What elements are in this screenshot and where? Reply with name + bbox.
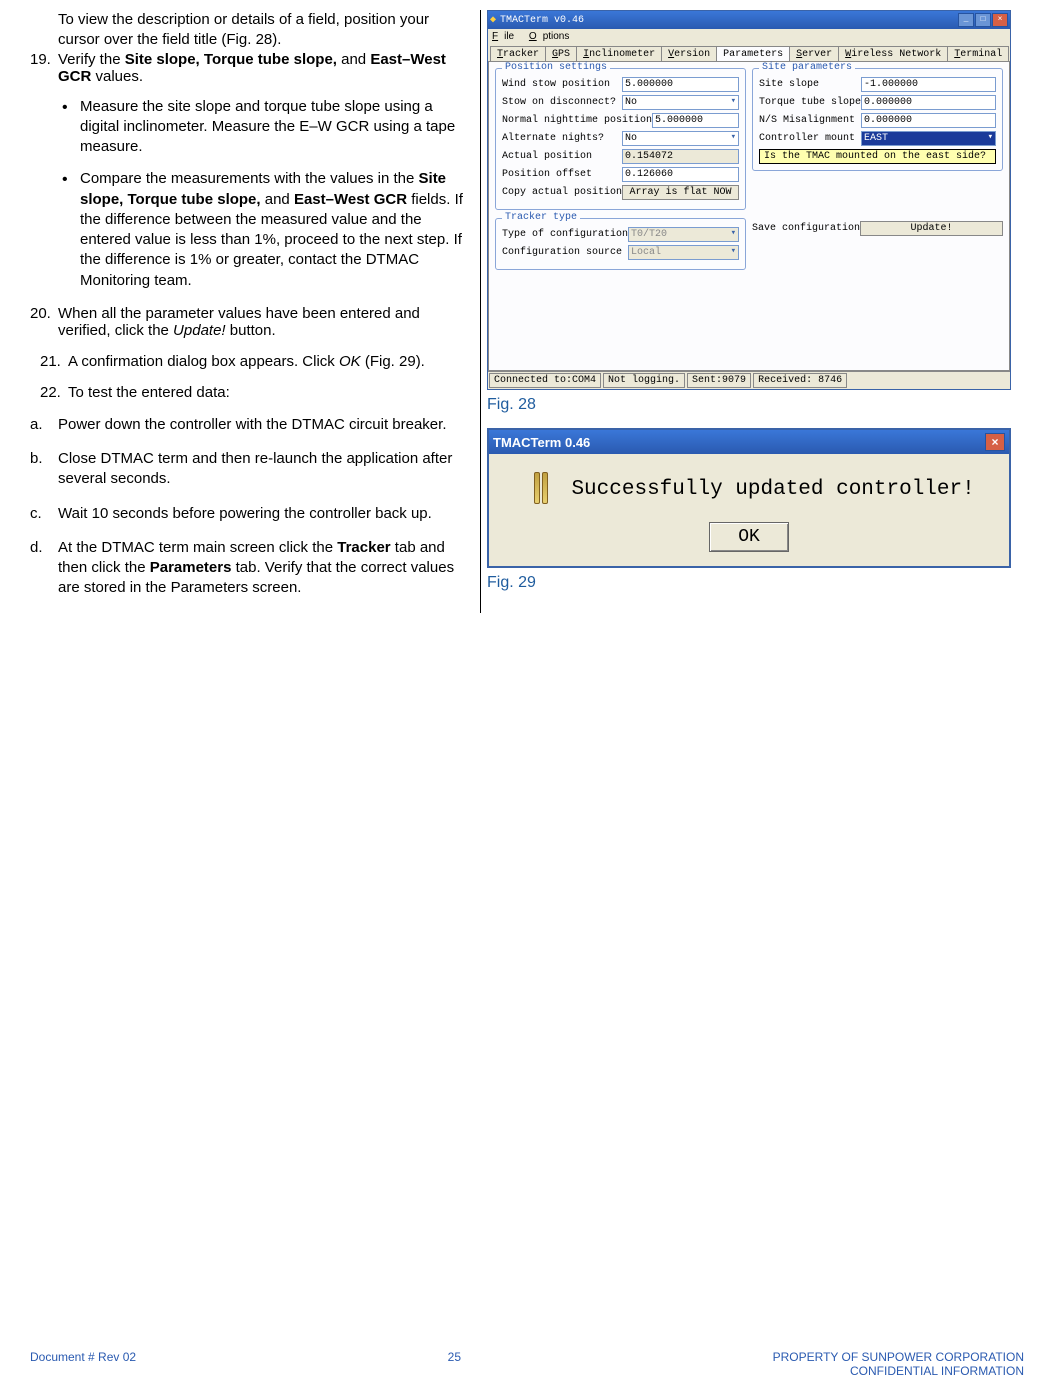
tab-version[interactable]: Version [661,46,717,61]
bullet: Measure the site slope and torque tube s… [80,97,470,158]
menu-file[interactable]: File [492,31,520,42]
close-button[interactable]: × [985,433,1005,451]
step-22: 22. To test the entered data: [40,384,470,401]
titlebar: ◆ TMACTerm v0.46 _ □ × [488,11,1010,29]
nighttime-input[interactable]: 5.000000 [652,113,739,128]
step-b: b.Close DTMAC term and then re-launch th… [30,449,470,490]
info-icon [523,472,559,508]
torque-tube-input[interactable]: 0.000000 [861,95,996,110]
step-21: 21. A confirmation dialog box appears. C… [40,353,470,370]
footer-center: 25 [136,1350,773,1378]
status-log: Not logging. [603,373,685,388]
status-recv: Received: 8746 [753,373,847,388]
offset-input[interactable]: 0.126060 [622,167,739,182]
fig29-caption: Fig. 29 [487,574,1010,592]
dialog-message: Successfully updated controller! [571,478,974,501]
step-number: 22. [40,384,61,401]
step-a: a.Power down the controller with the DTM… [30,415,470,435]
menu-options[interactable]: Options [529,31,575,42]
copy-position-button[interactable]: Array is flat NOW [622,185,739,200]
step-d: d. At the DTMAC term main screen click t… [30,538,470,599]
tab-gps[interactable]: GPS [545,46,577,61]
config-source: Local [628,245,739,260]
update-button[interactable]: Update! [860,221,1003,236]
wind-stow-input[interactable]: 5.000000 [622,77,739,92]
alternate-select[interactable]: No [622,131,739,146]
titlebar: TMACTerm 0.46 × [489,430,1009,454]
tmacterm-window: ◆ TMACTerm v0.46 _ □ × File Options Trac… [487,10,1011,390]
close-button[interactable]: × [992,13,1008,27]
step-number: 21. [40,353,61,370]
tab-inclinometer[interactable]: Inclinometer [576,46,662,61]
bullet: Compare the measurements with the values… [80,169,470,291]
tab-wireless[interactable]: Wireless Network [838,46,948,61]
window-title: TMACTerm v0.46 [500,15,584,26]
minimize-button[interactable]: _ [958,13,974,27]
tab-server[interactable]: Server [789,46,839,61]
maximize-button[interactable]: □ [975,13,991,27]
status-conn: Connected to:COM4 [489,373,601,388]
app-icon: ◆ [490,14,496,26]
footer-left: Document # Rev 02 [30,1350,136,1378]
menubar: File Options [488,29,1010,44]
parameters-pane: Position settings Wind stow position 5.0… [488,61,1010,371]
tab-tracker[interactable]: Tracker [490,46,546,61]
right-column: ◆ TMACTerm v0.46 _ □ × File Options Trac… [480,10,1010,613]
step-number: 20. [30,305,51,322]
tab-terminal[interactable]: Terminal [947,46,1009,61]
confirm-dialog: TMACTerm 0.46 × Successfully updated con… [487,428,1011,568]
misalignment-input[interactable]: 0.000000 [861,113,996,128]
step-c: c.Wait 10 seconds before powering the co… [30,504,470,524]
statusbar: Connected to:COM4 Not logging. Sent:9079… [488,371,1010,389]
site-parameters: Site parameters Site slope -1.000000 Tor… [752,68,1003,171]
position-settings: Position settings Wind stow position 5.0… [495,68,746,210]
stow-select[interactable]: No [622,95,739,110]
step-number: 19. [30,51,51,68]
status-sent: Sent:9079 [687,373,751,388]
left-column: To view the description or details of a … [30,10,470,613]
fig28-caption: Fig. 28 [487,396,1010,414]
dialog-title: TMACTerm 0.46 [493,435,590,450]
site-slope-input[interactable]: -1.000000 [861,77,996,92]
step-19: 19. Verify the Site slope, Torque tube s… [30,51,470,291]
step-20: 20. When all the parameter values have b… [30,305,470,339]
page-footer: Document # Rev 02 25 PROPERTY OF SUNPOWE… [30,1350,1024,1378]
controller-mount-select[interactable]: EAST [861,131,996,146]
tracker-type: Tracker type Type of configurationT0/T20… [495,218,746,270]
config-type: T0/T20 [628,227,739,242]
tooltip: Is the TMAC mounted on the east side? [759,149,996,164]
footer-right: PROPERTY OF SUNPOWER CORPORATION CONFIDE… [773,1350,1024,1378]
actual-position: 0.154072 [622,149,739,164]
intro-text: To view the description or details of a … [30,10,470,51]
ok-button[interactable]: OK [709,522,789,552]
tab-parameters[interactable]: Parameters [716,46,790,61]
tabstrip: Tracker GPS Inclinometer Version Paramet… [488,44,1010,61]
